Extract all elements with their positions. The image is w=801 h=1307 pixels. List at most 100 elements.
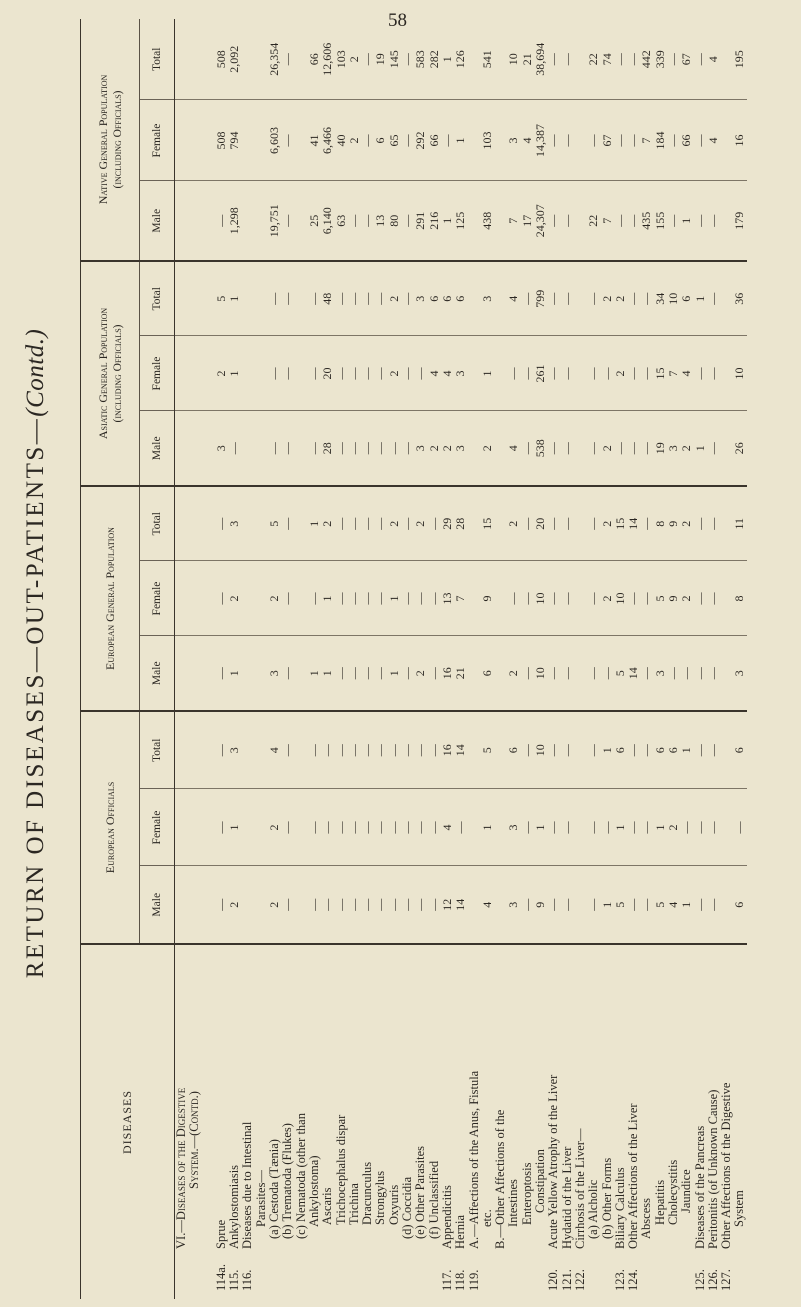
cell-european-officials-female: — — [347, 789, 362, 866]
cell-european-general-male: 21 — [453, 636, 468, 711]
cell-asiatic-general-total: — — [334, 261, 348, 336]
cell-european-officials-total: 4 — [267, 711, 282, 789]
cell-european-general-total: — — [373, 486, 388, 561]
cell-native-general-male: 24,307 — [533, 181, 548, 261]
cell-native-general-female: 6,466 — [320, 100, 335, 181]
cell-native-general-female — [174, 100, 215, 181]
disease-number: 117. — [439, 1269, 454, 1291]
cell-european-general-total: 15 — [467, 486, 495, 561]
disease-label-line: A.—Affections of the Anus, Fistula — [466, 1070, 481, 1249]
disease-number — [654, 1249, 667, 1299]
cell-european-officials-total: — — [360, 711, 375, 789]
cell-asiatic-general-female: — — [347, 336, 362, 411]
cell-native-general-total: 195 — [720, 19, 747, 100]
cell-european-officials-female: — — [693, 789, 707, 866]
cell-asiatic-general-male: — — [387, 411, 402, 486]
cell-european-officials-female: — — [600, 789, 614, 866]
cell-european-general-male: — — [360, 636, 375, 711]
cell-native-general-female: 6,603 — [267, 100, 282, 181]
disease-number — [348, 1249, 361, 1299]
cell-european-general-female: — — [520, 561, 535, 636]
cell-european-officials-total — [573, 711, 588, 789]
cell-native-general-male: — — [626, 181, 641, 261]
cell-european-general-male: 16 — [440, 636, 455, 711]
cell-asiatic-general-total: 4 — [494, 261, 521, 336]
cell-european-officials-male: — — [387, 866, 402, 944]
cell-european-general-male: 1 — [227, 636, 242, 711]
cell-native-general-total — [241, 19, 269, 100]
cell-european-officials-female: — — [706, 789, 721, 866]
cell-native-general-total: — — [693, 19, 707, 100]
cell-native-general-female: 41 — [294, 100, 322, 181]
cell-native-general-total: — — [666, 19, 681, 100]
table-row: 126. Peritonitis (of Unknown Cause) — — — — — —… — [706, 19, 721, 1299]
cell-european-general-male: 5 — [613, 636, 628, 711]
cell-european-officials-female: 2 — [666, 789, 681, 866]
disease-label-line: etc. — [479, 1209, 494, 1227]
disease-label: Peritonitis (of Unknown Cause) — [706, 944, 720, 1249]
cell-native-general-female — [573, 100, 588, 181]
group-asiatic-general: Asiatic General Population (including Off… — [80, 261, 140, 486]
cell-asiatic-general-total: — — [639, 261, 654, 336]
cell-native-general-total: — — [546, 19, 561, 100]
table-row: Enteroptosis — — — — — — — — —17 4 21 — [520, 19, 535, 1299]
cell-native-general-total: — — [613, 19, 628, 100]
cell-native-general-female: 794 — [227, 100, 242, 181]
cell-european-general-male: 3 — [267, 636, 282, 711]
cell-native-general-female: 16 — [720, 100, 747, 181]
cell-native-general-male: 7 — [494, 181, 521, 261]
cell-asiatic-general-female: — — [294, 336, 322, 411]
cell-european-general-female: — — [360, 561, 375, 636]
cell-asiatic-general-total: — — [706, 261, 721, 336]
cell-european-general-female: — — [400, 561, 415, 636]
cell-european-general-female: — — [413, 561, 428, 636]
cell-european-officials-female: — — [413, 789, 428, 866]
cell-european-general-male — [174, 636, 215, 711]
disease-label: Hernia — [453, 944, 467, 1249]
subcolumn-female: Female — [139, 336, 175, 411]
page-title: RETURN OF DISEASES—OUT-PATIENTS—(Contd.) — [22, 0, 50, 1307]
cell-asiatic-general-total — [241, 261, 269, 336]
disease-number: 114a. — [213, 1264, 228, 1291]
cell-european-officials-male: — — [427, 866, 441, 944]
cell-native-general-female: — — [613, 100, 628, 181]
cell-asiatic-general-female: — — [334, 336, 348, 411]
disease-label-line: (a) Cestoda (Tænia) — [267, 1139, 282, 1239]
disease-label: A.—Affections of the Anus, Fistula etc. — [466, 944, 495, 1249]
cell-asiatic-general-total: — — [586, 261, 601, 336]
table-row: Strongylus — — — — — — — — —13 6 19 — [373, 19, 388, 1299]
cell-native-general-female: 292 — [413, 100, 428, 181]
cell-european-officials-male: 1 — [600, 866, 614, 944]
cell-native-general-female: 508 — [214, 100, 229, 181]
cell-european-general-total: — — [560, 486, 574, 561]
cell-asiatic-general-male: 2 — [427, 411, 441, 486]
cell-asiatic-general-total: — — [267, 261, 282, 336]
cell-european-general-male: 2 — [494, 636, 521, 711]
cell-native-general-male: — — [613, 181, 628, 261]
table-row: Ascaris — — —1 1 2 28 20 48 6,140 6,466 12,606 — [320, 19, 335, 1299]
cell-european-officials-female: — — [280, 789, 295, 866]
table-row: (b) Trematoda (Flukes) — — — — — — — — — — — — — [280, 19, 295, 1299]
disease-label-line: Appendicitis — [439, 1185, 454, 1249]
cell-european-officials-total: — — [347, 711, 362, 789]
disease-label-line: Biliary Calculus — [612, 1167, 627, 1249]
cell-native-general-total: 74 — [600, 19, 614, 100]
cell-european-general-total: 15 — [613, 486, 628, 561]
cell-asiatic-general-female: — — [639, 336, 654, 411]
cell-asiatic-general-male: — — [347, 411, 362, 486]
cell-european-officials-total: — — [693, 711, 707, 789]
cell-european-officials-total: 6 — [653, 711, 667, 789]
group-name: European Officials — [103, 781, 117, 874]
cell-native-general-male: — — [546, 181, 561, 261]
table-row: 116. Diseases due to Intestinal Parasites— — [240, 19, 269, 1299]
cell-asiatic-general-female: 2 — [214, 336, 229, 411]
table-row: Oxyuris — — —1 1 2—2 2 80 65 145 — [387, 19, 402, 1299]
cell-european-officials-female: — — [639, 789, 654, 866]
cell-european-general-total: — — [520, 486, 535, 561]
disease-label-line: Strongylus — [373, 1170, 388, 1225]
table-row: Abscess — — — — — — — — —435 7 442 — [639, 19, 654, 1299]
cell-european-officials-female: 1 — [467, 789, 495, 866]
cell-european-officials-male: — — [546, 866, 561, 944]
cell-european-officials-female: 1 — [227, 789, 242, 866]
cell-european-officials-female: — — [586, 789, 601, 866]
